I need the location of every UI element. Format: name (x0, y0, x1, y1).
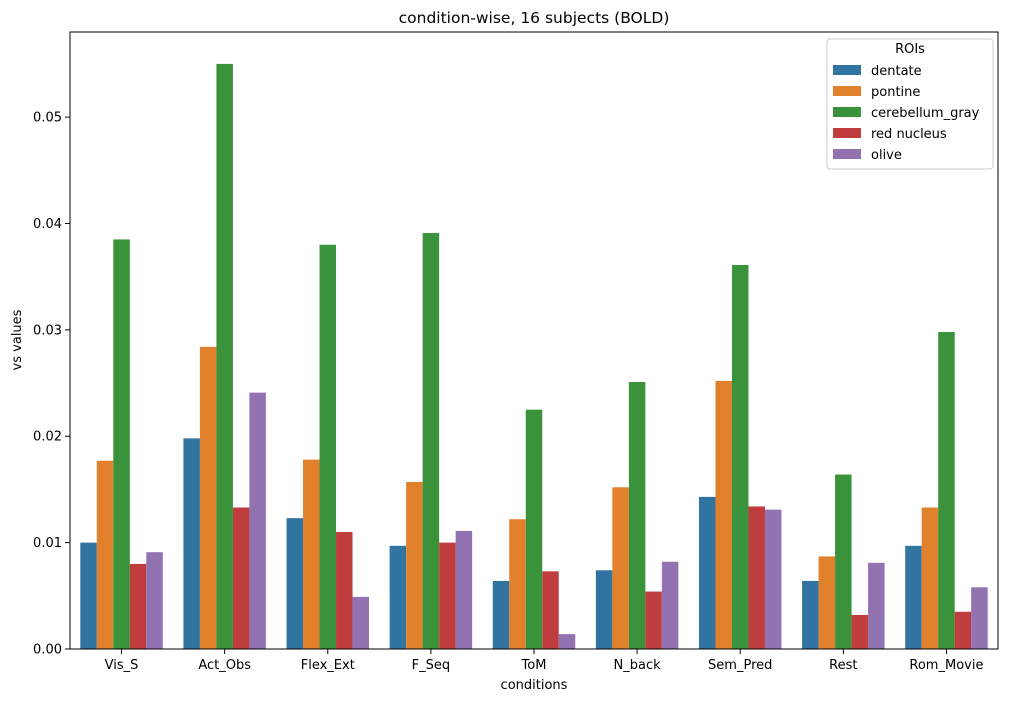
bar-pontine-N_back (612, 487, 629, 649)
bar-cerebellum_gray-Sem_Pred (731, 264, 749, 649)
legend-label: dentate (871, 64, 922, 79)
bar-dentate-Act_Obs (183, 438, 200, 649)
legend-swatch (833, 65, 861, 75)
bar-red-nucleus-Rest (851, 614, 869, 649)
bar-red-nucleus-F_Seq (439, 542, 456, 649)
legend-label: red nucleus (871, 127, 947, 142)
legend-label: olive (871, 148, 902, 163)
chart-title: condition-wise, 16 subjects (BOLD) (399, 9, 670, 27)
x-tick-label: N_back (614, 658, 662, 673)
bar-pontine-F_Seq (406, 481, 423, 649)
legend-swatch (833, 86, 861, 96)
x-tick-label: Rom_Movie (909, 658, 983, 673)
bar-pontine-Flex_Ext (303, 459, 320, 649)
bar-olive-F_Seq (455, 530, 473, 649)
bar-red-nucleus-Act_Obs (232, 507, 250, 649)
x-axis-label: conditions (501, 678, 568, 693)
bar-dentate-F_Seq (389, 545, 407, 649)
bar-cerebellum_gray-Flex_Ext (319, 244, 337, 649)
bar-cerebellum_gray-Act_Obs (216, 63, 233, 650)
bar-pontine-Sem_Pred (715, 380, 732, 649)
bar-red-nucleus-Sem_Pred (748, 506, 765, 649)
bar-cerebellum_gray-F_Seq (422, 233, 440, 649)
legend-title: ROIs (895, 42, 925, 57)
bar-cerebellum_gray-Rom_Movie (938, 331, 955, 649)
bar-cerebellum_gray-ToM (525, 409, 543, 649)
bar-olive-ToM (558, 634, 576, 649)
bar-olive-Flex_Ext (352, 596, 370, 649)
bar-pontine-Rom_Movie (921, 507, 939, 649)
bar-olive-Vis_S (146, 552, 163, 649)
legend-swatch (833, 107, 861, 117)
bar-olive-Rom_Movie (971, 587, 988, 649)
y-tick-label: 0.00 (33, 643, 62, 658)
bar-red-nucleus-Flex_Ext (336, 531, 353, 649)
bar-red-nucleus-Rom_Movie (954, 611, 972, 649)
bar-dentate-Vis_S (80, 542, 97, 649)
bar-dentate-N_back (595, 570, 613, 649)
x-tick-label: Vis_S (105, 658, 139, 673)
bar-olive-Act_Obs (249, 392, 266, 649)
x-tick-label: Sem_Pred (708, 658, 772, 673)
x-tick-label: Flex_Ext (301, 658, 355, 673)
legend-label: pontine (871, 85, 920, 100)
bar-pontine-Vis_S (96, 460, 114, 649)
bar-olive-N_back (661, 561, 679, 649)
bar-pontine-Act_Obs (199, 346, 217, 649)
x-axis: Vis_S Act_Obs Flex_Ext F_Seq ToM N_back Sem_Pr… (105, 649, 983, 673)
plot-frame (69, 31, 999, 650)
bar-pontine-Rest (818, 556, 836, 649)
x-tick-label: ToM (521, 658, 547, 673)
bar-olive-Rest (868, 562, 885, 649)
y-tick-label: 0.05 (33, 111, 62, 126)
bars-group (80, 63, 988, 650)
x-tick-label: Rest (829, 658, 857, 673)
legend-box (826, 38, 994, 170)
bar-olive-Sem_Pred (764, 509, 782, 649)
bar-pontine-ToM (509, 519, 526, 649)
bar-red-nucleus-ToM (542, 571, 559, 649)
legend-swatch (833, 128, 861, 138)
bar-dentate-Flex_Ext (286, 518, 304, 649)
y-tick-label: 0.01 (33, 536, 62, 551)
y-axis-label: vs values (10, 309, 25, 370)
y-axis: 0.00 0.01 0.02 0.03 0.04 0.05 (33, 111, 70, 658)
x-tick-label: Act_Obs (198, 658, 251, 673)
y-tick-label: 0.02 (33, 430, 62, 445)
y-tick-label: 0.04 (33, 217, 62, 232)
bar-cerebellum_gray-N_back (628, 381, 646, 649)
bar-dentate-Rom_Movie (905, 545, 922, 649)
bar-cerebellum_gray-Rest (835, 474, 852, 649)
legend-swatch (833, 149, 861, 159)
bar-red-nucleus-Vis_S (129, 563, 147, 649)
bar-dentate-Sem_Pred (698, 496, 716, 649)
x-tick-label: F_Seq (412, 658, 450, 673)
bar-cerebellum_gray-Vis_S (113, 239, 130, 649)
legend-label: cerebellum_gray (871, 106, 980, 121)
bar-dentate-ToM (492, 580, 510, 649)
bar-red-nucleus-N_back (645, 591, 662, 649)
bar-dentate-Rest (802, 580, 819, 649)
y-tick-label: 0.03 (33, 323, 62, 338)
